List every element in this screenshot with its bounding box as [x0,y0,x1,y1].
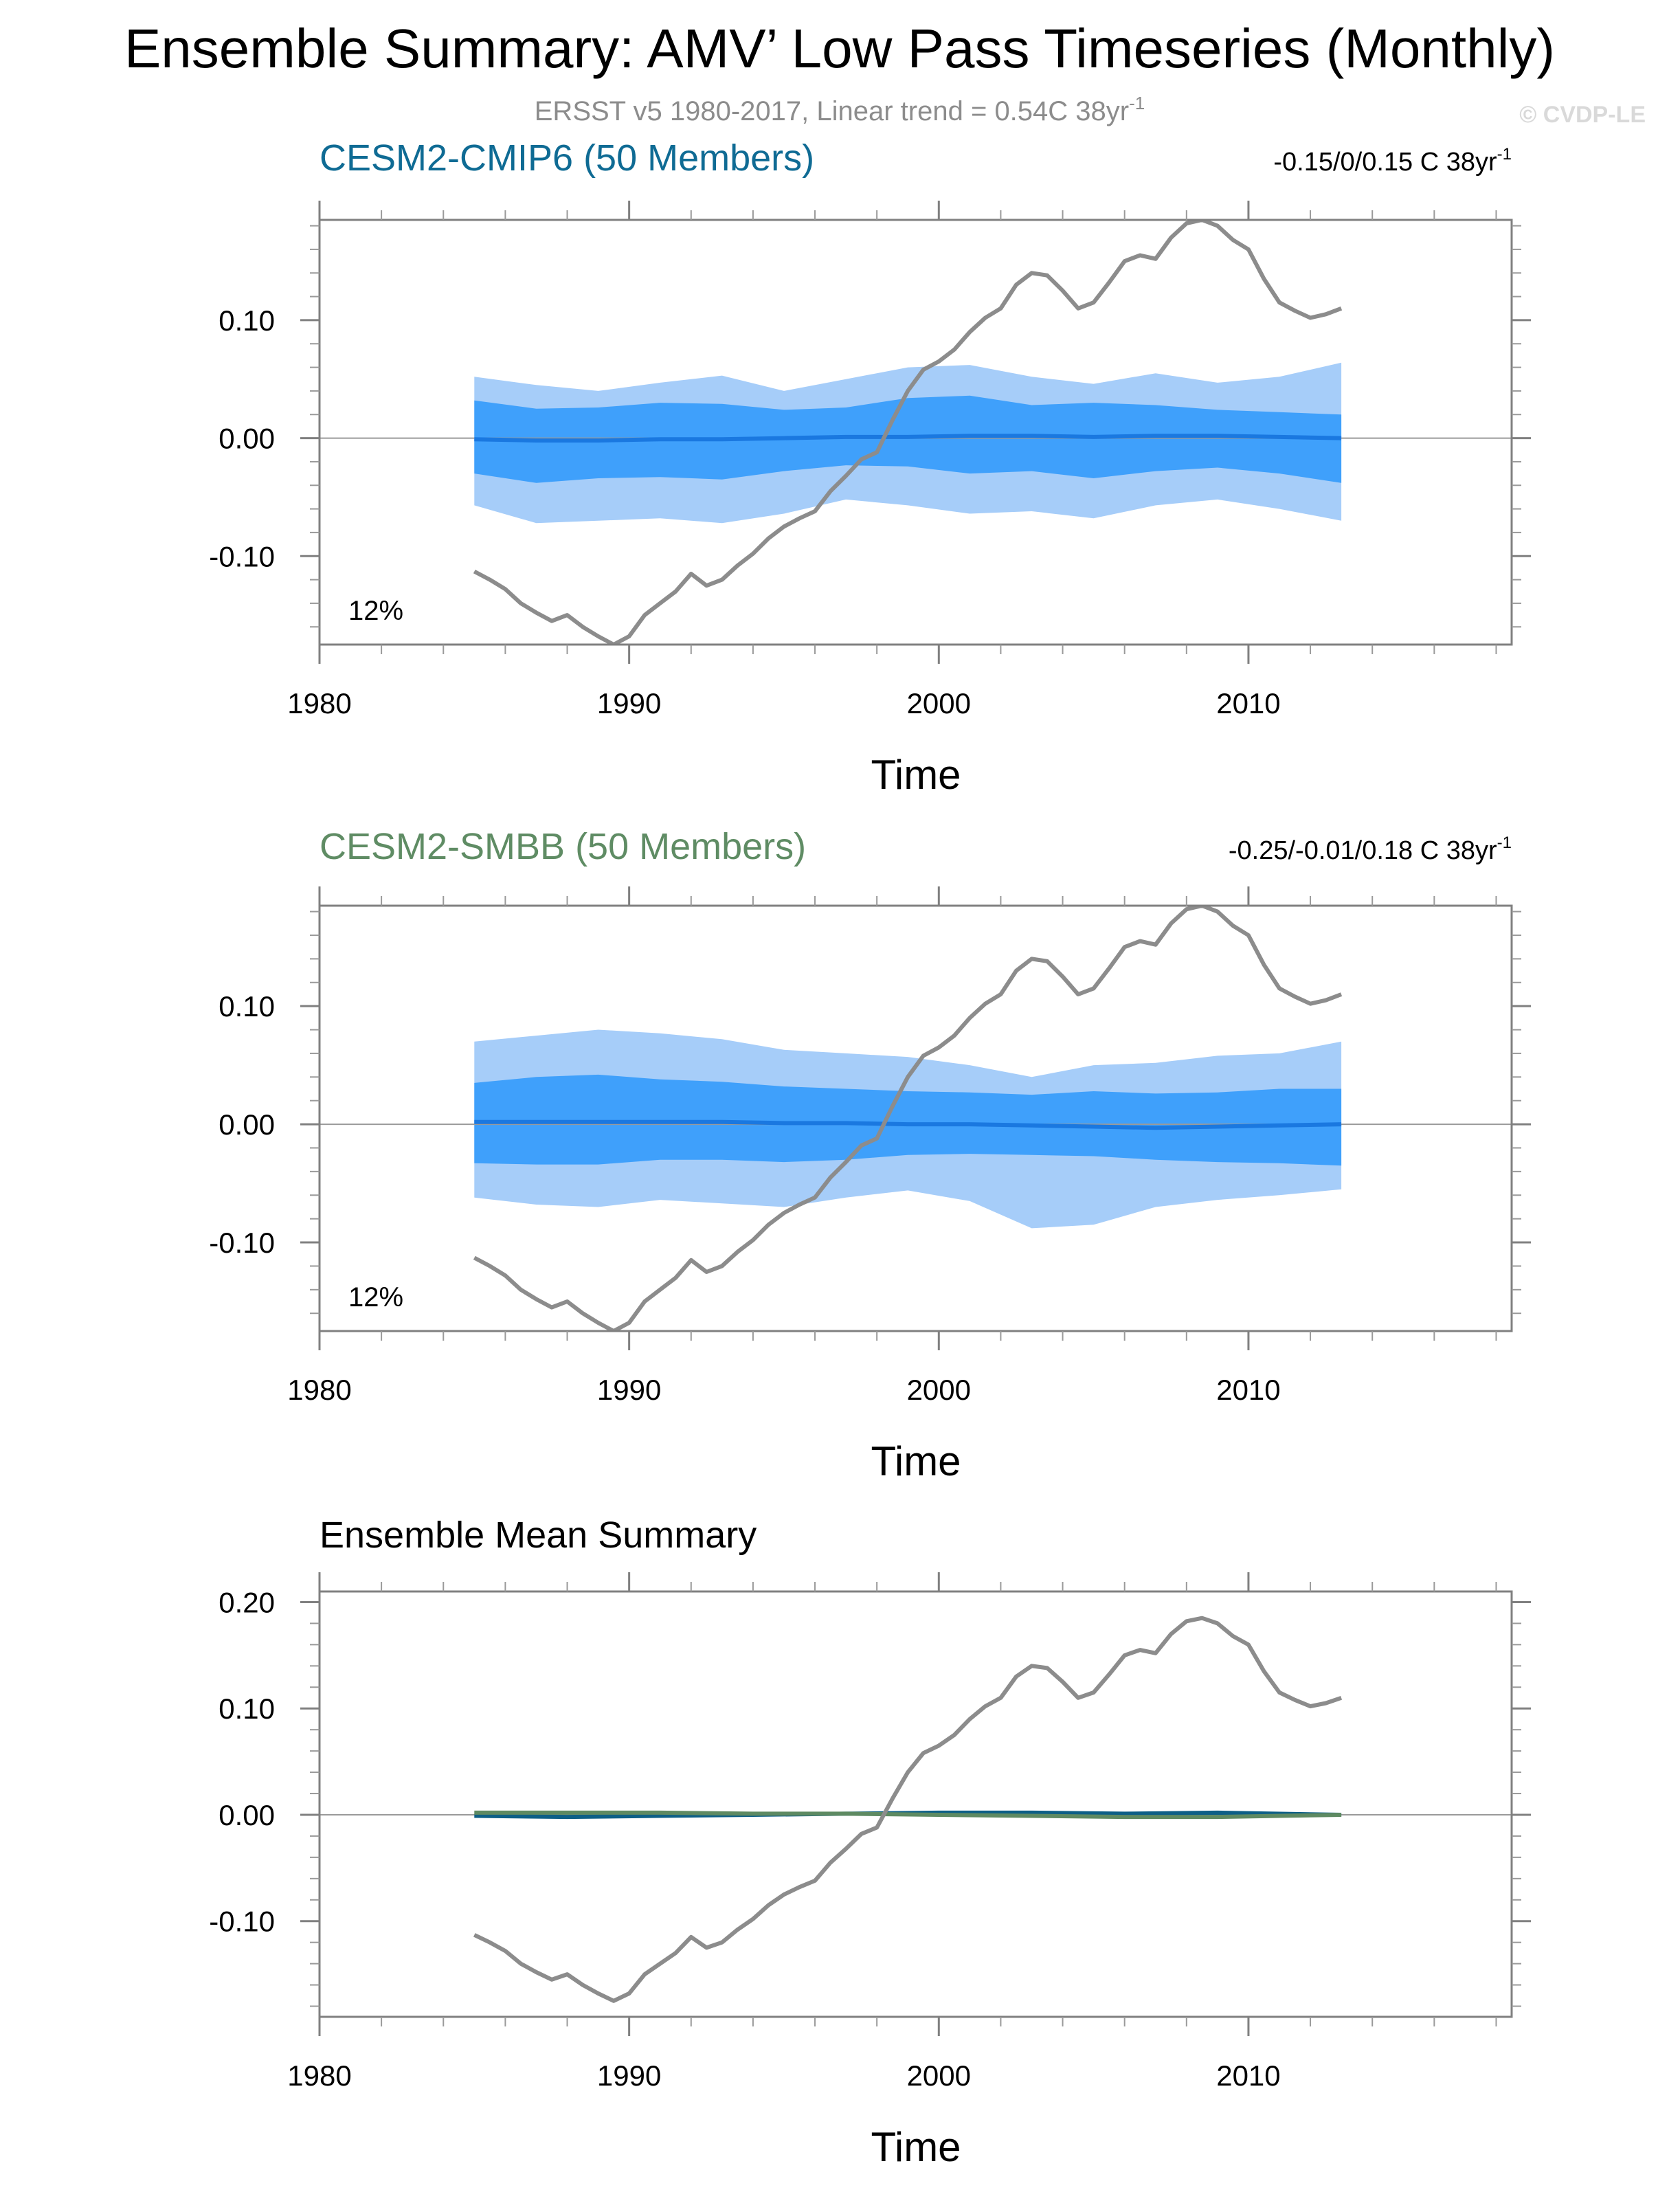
y-tick-label: 0.00 [219,1108,275,1141]
plot-frame [318,904,1513,1332]
data-layer [320,1616,1512,2003]
y-tick-label: 0.10 [219,304,275,337]
y-tick-label: 0.10 [219,1692,275,1725]
inner-range-band [474,1074,1342,1166]
trend-label: -0.15/0/0.15 C 38yr-1 [1273,145,1512,177]
panel-title: CESM2-SMBB (50 Members) [320,826,806,867]
panel-3: Ensemble Mean Summary 1980 1990 2000 2010 0.2… [209,1515,1531,2170]
trend-label-sup: -1 [1497,834,1512,852]
data-layer [320,906,1512,1331]
figure-subtitle-text: ERSST v5 1980-2017, Linear trend = 0.54C… [535,96,1129,126]
figure-title: Ensemble Summary: AMV’ Low Pass Timeseri… [124,18,1555,79]
percent-label: 12% [348,596,403,626]
x-tick-label: 2010 [1216,2059,1280,2092]
trend-label-sup: -1 [1497,145,1512,164]
series-line-cesm2-smbb [474,1810,1342,1820]
data-layer [320,220,1512,645]
percent-label: 12% [348,1282,403,1312]
panel-2: CESM2-SMBB (50 Members) -0.25/-0.01/0.18 … [209,826,1531,1484]
trend-label: -0.25/-0.01/0.18 C 38yr-1 [1229,834,1512,865]
y-tick-label: 0.10 [219,990,275,1023]
trend-label-text: -0.15/0/0.15 C 38yr [1273,148,1497,177]
y-tick-label: 0.00 [219,1799,275,1831]
panels-group: CESM2-CMIP6 (50 Members) -0.15/0/0.15 C 3… [209,137,1531,2170]
x-tick-label: 2000 [907,687,971,719]
x-tick-label: 1980 [287,687,351,719]
y-tick-label: -0.10 [209,540,275,572]
figure-subtitle: ERSST v5 1980-2017, Linear trend = 0.54C… [535,93,1145,126]
ensemble-mean-line [474,434,1342,443]
y-tick-label: 0.20 [219,1586,275,1618]
x-tick-label: 1990 [597,2059,661,2092]
plot-frame [318,1590,1513,2018]
x-tick-label: 2010 [1216,1374,1280,1406]
x-tick-label: 2000 [907,2059,971,2092]
x-axis-label: Time [871,752,961,798]
x-axis-label: Time [871,1438,961,1484]
panel-title: Ensemble Mean Summary [320,1515,757,1556]
x-tick-label: 1980 [287,2059,351,2092]
inner-range-band [474,395,1342,483]
x-tick-label: 1990 [597,687,661,719]
observed-line [473,906,1343,1331]
x-tick-label: 2010 [1216,687,1280,719]
x-tick-label: 1980 [287,1374,351,1406]
panel-title: CESM2-CMIP6 (50 Members) [320,137,814,179]
observed-line [473,1616,1343,2003]
copyright-label: © CVDP-LE [1519,102,1646,128]
y-tick-label: 0.00 [219,423,275,455]
figure-subtitle-sup: -1 [1129,93,1145,113]
observed-line [473,220,1343,645]
trend-label-text: -0.25/-0.01/0.18 C 38yr [1229,836,1497,865]
y-tick-label: -0.10 [209,1227,275,1259]
x-tick-label: 2000 [907,1374,971,1406]
plot-frame [318,219,1513,646]
ensemble-mean-line [474,1119,1342,1130]
x-axis-label: Time [871,2124,961,2170]
x-tick-label: 1990 [597,1374,661,1406]
y-tick-label: -0.10 [209,1906,275,1938]
panel-1: CESM2-CMIP6 (50 Members) -0.15/0/0.15 C 3… [209,137,1531,798]
